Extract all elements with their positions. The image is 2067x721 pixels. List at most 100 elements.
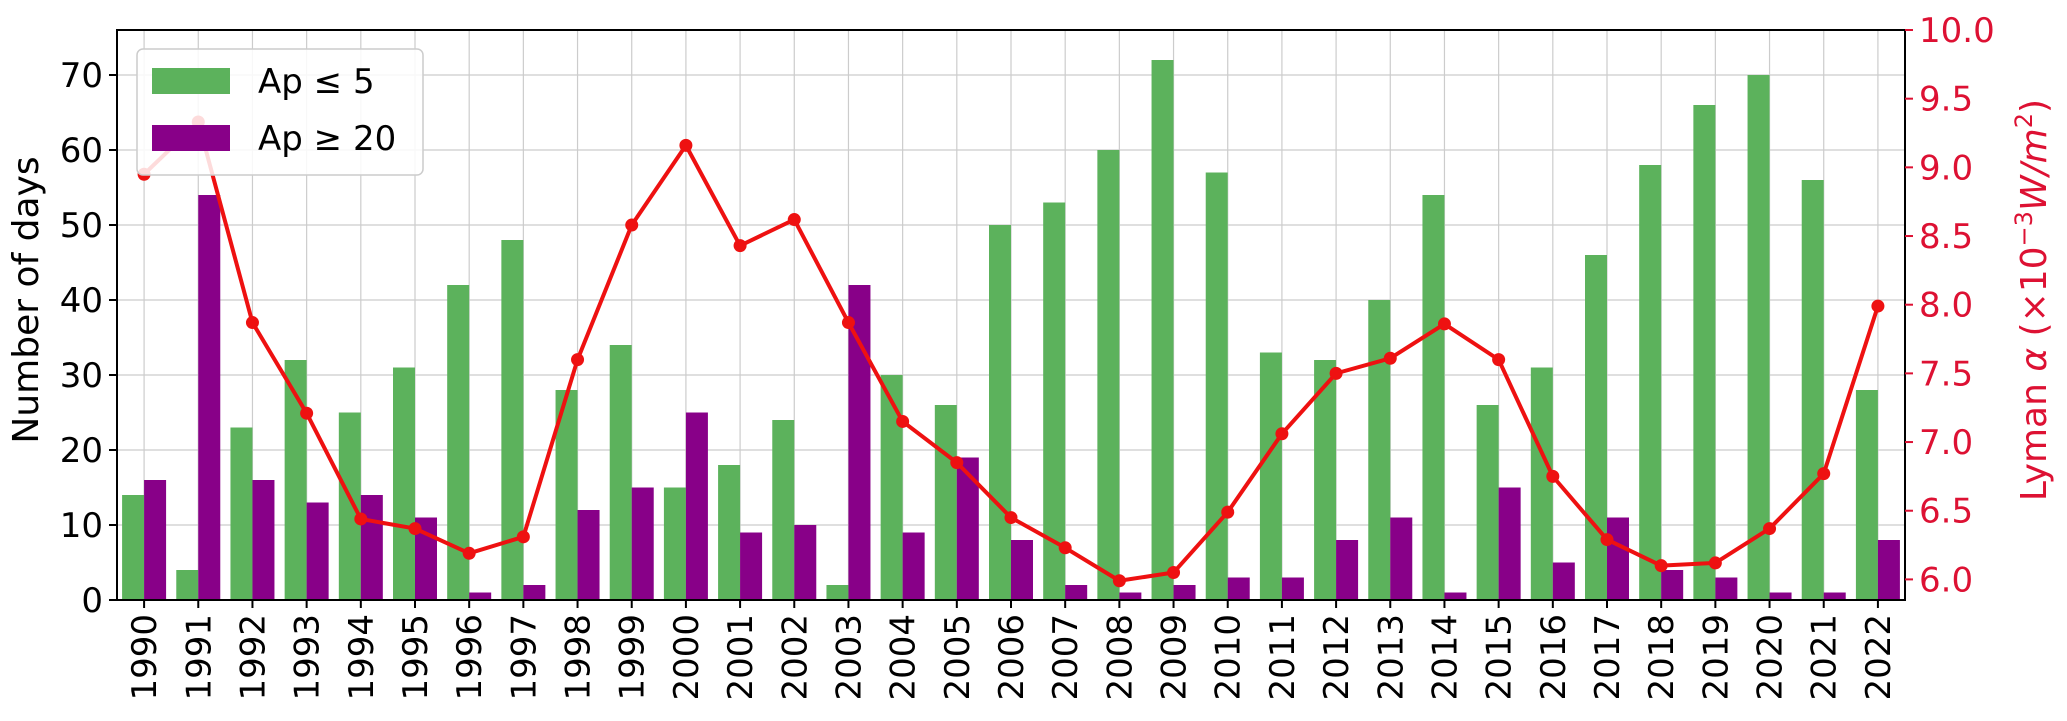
lyman-alpha-point	[1004, 511, 1018, 525]
bar-ap-low	[1314, 360, 1337, 600]
bar-ap-low	[1855, 390, 1878, 600]
lyman-alpha-point	[1492, 353, 1506, 367]
lyman-alpha-point	[950, 456, 964, 470]
bar-ap-low	[1151, 60, 1174, 600]
bar-ap-high	[577, 510, 600, 600]
y-tick-label: 70	[60, 56, 103, 96]
bar-ap-low	[1097, 150, 1120, 600]
x-tick-label: 1993	[288, 614, 328, 701]
y2-tick-label: 6.0	[1919, 560, 1973, 600]
legend-label-ap-low: Ap ≤ 5	[258, 62, 375, 102]
x-tick-label: 2015	[1480, 614, 1520, 701]
bar-ap-low	[718, 465, 741, 600]
bar-ap-low	[501, 240, 524, 600]
bar-ap-high	[1498, 487, 1521, 600]
lyman-alpha-point	[1383, 351, 1397, 365]
x-tick-label: 2005	[938, 614, 978, 701]
y-axis-label: Number of days	[6, 156, 47, 443]
x-axis-ticks: 1990 1991 1992 1993 1994 1995 1996 1997 1998 1999…	[125, 600, 1899, 701]
bar-ap-high	[1281, 577, 1304, 600]
lyman-alpha-point	[787, 213, 801, 227]
bar-ap-low	[880, 375, 903, 600]
x-tick-label: 1997	[504, 614, 544, 701]
bar-ap-low	[1205, 172, 1228, 600]
y2-tick-label: 8.0	[1919, 286, 1973, 326]
x-tick-label: 2003	[829, 614, 869, 701]
bar-ap-low	[663, 487, 686, 600]
lyman-alpha-point	[1329, 366, 1343, 380]
bar-ap-low	[447, 285, 470, 600]
x-tick-label: 2010	[1209, 614, 1249, 701]
x-tick-label: 1994	[342, 614, 382, 701]
x-tick-label: 2006	[992, 614, 1032, 701]
bar-ap-high	[956, 457, 979, 600]
bar-ap-high	[469, 592, 492, 600]
lyman-alpha-point	[679, 138, 693, 152]
y2-tick-label: 7.5	[1919, 354, 1973, 394]
legend-swatch-ap-low	[152, 68, 230, 94]
lyman-alpha-point	[516, 530, 530, 544]
lyman-alpha-point	[1871, 299, 1885, 313]
x-tick-label: 2019	[1696, 614, 1736, 701]
lyman-alpha-point	[1437, 317, 1451, 331]
bar-ap-low	[609, 345, 632, 600]
lyman-alpha-point	[1654, 559, 1668, 573]
bar-ap-high	[523, 585, 546, 600]
bar-ap-high	[1336, 540, 1359, 600]
y-tick-label: 0	[81, 581, 103, 621]
lyman-alpha-point	[625, 218, 639, 232]
bar-ap-low	[826, 585, 849, 600]
bar-ap-high	[1173, 585, 1196, 600]
lyman-alpha-point	[733, 239, 747, 253]
bar-ap-low	[555, 390, 578, 600]
bar-ap-low	[338, 412, 361, 600]
bar-ap-high	[306, 502, 329, 600]
bar-ap-high	[1444, 592, 1467, 600]
bar-ap-high	[1661, 570, 1684, 600]
lyman-alpha-point	[1275, 427, 1289, 441]
bar-ap-low	[1747, 75, 1770, 600]
x-tick-label: 2012	[1317, 614, 1357, 701]
bar-ap-low	[1639, 165, 1662, 600]
x-tick-label: 2013	[1371, 614, 1411, 701]
bar-ap-low	[1476, 405, 1499, 600]
lyman-alpha-point	[354, 512, 368, 526]
lyman-alpha-point	[1221, 505, 1235, 519]
x-tick-label: 2009	[1155, 614, 1195, 701]
x-tick-label: 2018	[1642, 614, 1682, 701]
lyman-alpha-point	[462, 546, 476, 560]
bar-ap-high	[1065, 585, 1088, 600]
y2-label-exponent-2: 2	[2010, 113, 2038, 128]
x-tick-label: 1991	[179, 614, 219, 701]
y2-tick-label: 10.0	[1919, 11, 1995, 51]
bar-ap-low	[1585, 255, 1607, 600]
bar-ap-low	[1259, 352, 1282, 600]
lyman-alpha-point	[245, 316, 259, 330]
lyman-alpha-point	[408, 522, 422, 536]
x-tick-label: 2007	[1046, 614, 1086, 701]
lyman-alpha-point	[1600, 533, 1614, 547]
y2-label-text: Lyman	[2014, 372, 2055, 501]
bar-ap-high	[144, 480, 167, 600]
x-tick-label: 2016	[1534, 614, 1574, 701]
y-tick-label: 60	[60, 131, 103, 171]
bar-ap-high	[360, 495, 383, 600]
bar-ap-low	[772, 420, 795, 600]
lyman-alpha-point	[1112, 574, 1126, 588]
y2-axis-label: Lyman α (×10−3W/m2)	[2010, 99, 2055, 501]
bar-ap-high	[740, 532, 763, 600]
bar-ap-low	[122, 495, 145, 600]
x-tick-label: 2021	[1805, 614, 1845, 701]
lyman-alpha-point	[1058, 541, 1072, 555]
right-axis-ticks: 6.0 6.5 7.0 7.5 8.0 8.5 9.0 9.5 10.0	[1905, 11, 1995, 600]
bar-ap-high	[1227, 577, 1250, 600]
bar-ap-low	[230, 427, 253, 600]
x-tick-label: 2001	[721, 614, 761, 701]
bar-ap-high	[1011, 540, 1033, 600]
bar-ap-high	[1823, 592, 1846, 600]
bar-ap-low	[1368, 300, 1391, 600]
x-tick-label: 2000	[667, 614, 707, 701]
lyman-alpha-point	[896, 414, 910, 428]
x-tick-label: 1996	[450, 614, 490, 701]
bar-ap-low	[1043, 202, 1066, 600]
